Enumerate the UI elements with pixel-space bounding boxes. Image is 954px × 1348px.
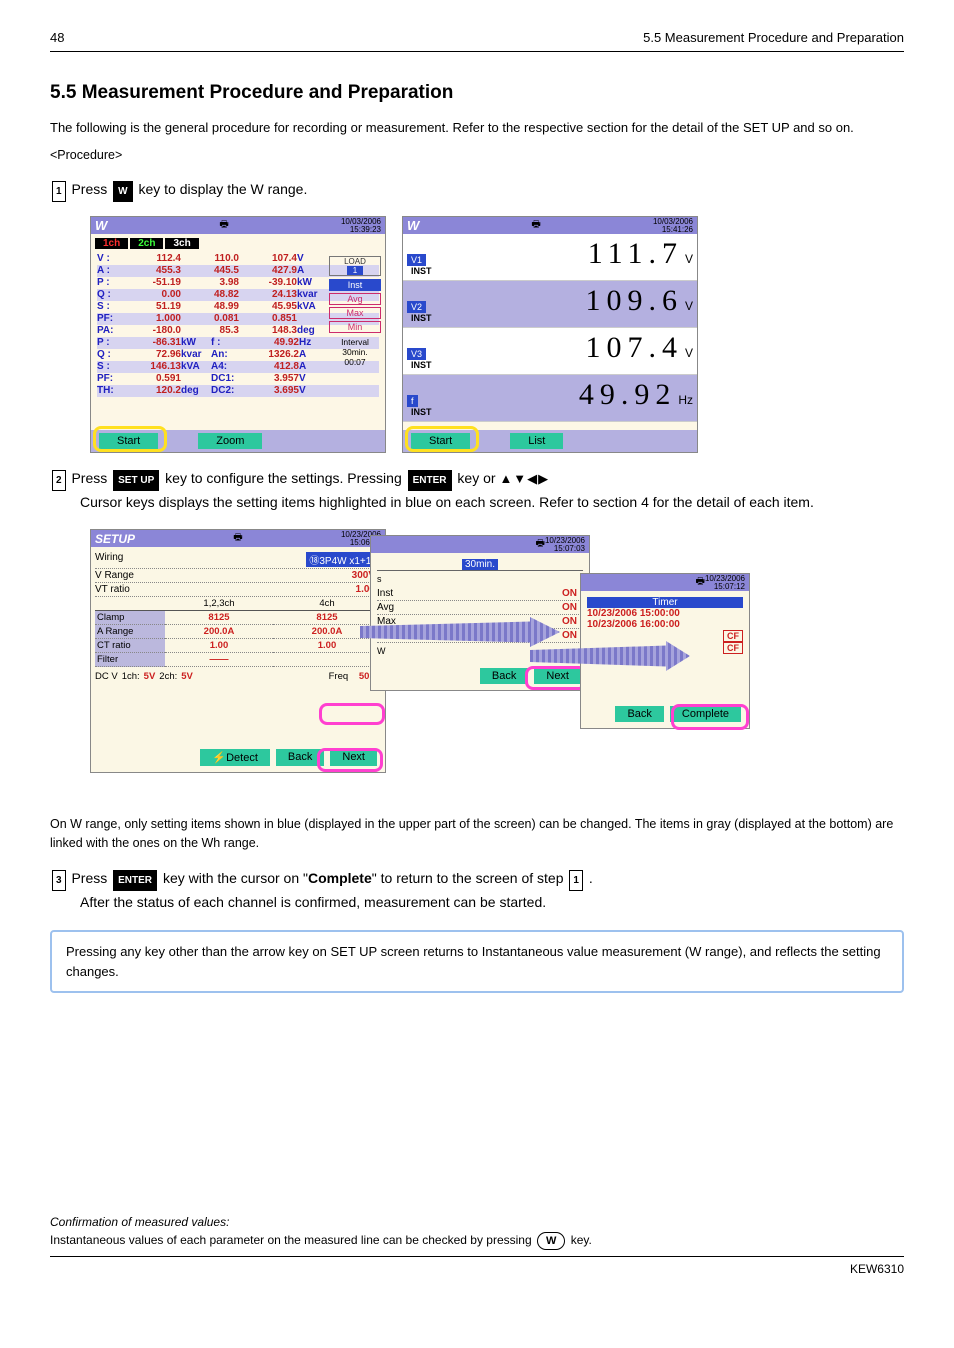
start-highlight — [93, 426, 167, 452]
zoom-button[interactable]: Zoom — [198, 433, 262, 449]
w-range-note: On W range, only setting items shown in … — [50, 815, 904, 853]
complete-highlight — [671, 704, 749, 730]
step-1: 1 Press W key to display the W range. — [50, 178, 904, 202]
cf-icon: CF — [723, 642, 743, 654]
enter-key-icon: ENTER — [113, 870, 157, 891]
intro-text: The following is the general procedure f… — [50, 118, 904, 138]
tab-1ch[interactable]: 1ch — [95, 238, 128, 249]
setup-screenshot-1: SETUP 🖶 10/23/200615:06:54 Wiring⑱3P4W x… — [90, 529, 386, 773]
footer-note: Confirmation of measured values: Instant… — [50, 1213, 904, 1279]
device-screenshot-zoom: W 🖶 10/03/200615:41:26 V1INST111.7VV2INS… — [402, 216, 698, 453]
freq-highlight — [319, 703, 385, 725]
mode-avg[interactable]: Avg — [329, 293, 381, 305]
page-header: 48 5.5 Measurement Procedure and Prepara… — [50, 30, 904, 52]
printer-icon: 🖶 — [233, 530, 242, 547]
step-2: 2 Press SET UP key to configure the sett… — [50, 467, 904, 515]
mode-min[interactable]: Min — [329, 321, 381, 333]
detect-button[interactable]: ⚡Detect — [200, 749, 270, 766]
list-button[interactable]: List — [510, 433, 563, 449]
channel-tabs: 1ch 2ch 3ch — [93, 236, 383, 251]
printer-icon: 🖶 — [536, 536, 545, 553]
model-label: KEW6310 — [50, 1257, 904, 1278]
cf-icon: CF — [723, 630, 743, 642]
back-button[interactable]: Back — [480, 668, 528, 684]
w-logo: W — [95, 218, 107, 233]
page-number: 48 — [50, 30, 64, 45]
timer-header: Timer — [587, 597, 743, 608]
timer-start: 10/23/2006 15:00:00 — [587, 608, 743, 619]
step-number-2: 2 — [52, 470, 66, 491]
next-highlight — [317, 748, 383, 772]
timer-end: 10/23/2006 16:00:00 — [587, 619, 743, 630]
setup-title: SETUP — [95, 532, 135, 546]
mode-max[interactable]: Max — [329, 307, 381, 319]
printer-icon: 🖶 — [696, 574, 705, 591]
mode-inst[interactable]: Inst — [329, 279, 381, 291]
enter-key-icon: ENTER — [408, 470, 452, 491]
back-button[interactable]: Back — [615, 706, 663, 722]
step-number-3: 3 — [52, 870, 66, 891]
printer-icon: 🖶 — [219, 217, 228, 234]
step-number-1: 1 — [52, 181, 66, 202]
w-key-icon: W — [113, 181, 132, 202]
cursor-keys-icon: ▲▼◀▶ — [499, 468, 549, 490]
start-highlight — [405, 426, 479, 452]
procedure-notice: <Procedure> — [50, 146, 904, 165]
setup-key-icon: SET UP — [113, 470, 159, 491]
tab-3ch[interactable]: 3ch — [165, 238, 198, 249]
printer-icon: 🖶 — [531, 217, 540, 234]
step-3: 3 Press ENTER key with the cursor on "Co… — [50, 867, 904, 915]
caution-box: Pressing any key other than the arrow ke… — [50, 930, 904, 993]
w-key-icon: W — [537, 1232, 565, 1251]
next-highlight — [525, 666, 587, 690]
tab-2ch[interactable]: 2ch — [130, 238, 163, 249]
w-logo: W — [407, 218, 419, 233]
right-panel: LOAD1 InstAvgMaxMin Interval30min.00:07 — [329, 256, 381, 367]
section-title: 5.5 Measurement Procedure and Preparatio… — [50, 82, 904, 104]
section-ref: 5.5 Measurement Procedure and Preparatio… — [643, 30, 904, 45]
setup-screenshot-2: 🖶 10/23/200615:07:03 30min. s InstONAvgO… — [370, 535, 590, 691]
device-screenshot-list: W 🖶 10/03/200615:39:23 1ch 2ch 3ch V :11… — [90, 216, 386, 453]
